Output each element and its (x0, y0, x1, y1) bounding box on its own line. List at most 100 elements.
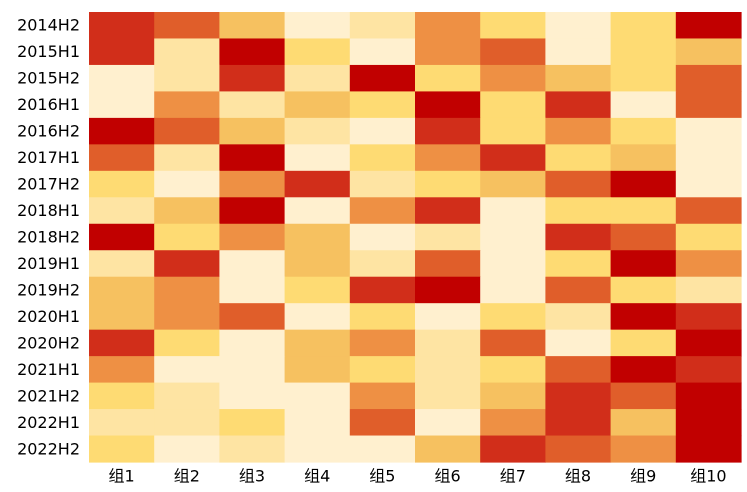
column-label-4: 组4 (304, 467, 330, 486)
heatmap-cell-2018H2-6 (415, 223, 481, 251)
heatmap-cell-2022H1-10 (675, 409, 742, 437)
heatmap-cell-2016H1-10 (675, 91, 742, 119)
heatmap-cell-2022H1-9 (610, 409, 677, 437)
heatmap-cell-2019H2-3 (219, 276, 286, 304)
heatmap-cell-2017H1-3 (219, 144, 286, 172)
heatmap-cell-2017H2-7 (480, 170, 546, 198)
heatmap-cell-2020H1-3 (219, 303, 286, 331)
heatmap-cell-2019H1-2 (154, 250, 220, 278)
row-label-2018H1: 2018H1 (17, 201, 80, 220)
heatmap-cell-2014H2-1 (89, 12, 155, 40)
heatmap-cell-2020H2-8 (545, 329, 612, 357)
heatmap-cell-2022H2-5 (349, 435, 416, 463)
heatmap-cell-2015H2-6 (415, 64, 481, 93)
heatmap-cell-2016H2-6 (415, 117, 481, 145)
heatmap-cell-2017H1-4 (284, 144, 351, 172)
row-label-2020H2: 2020H2 (17, 333, 80, 352)
heatmap-cell-2018H1-4 (284, 197, 351, 225)
heatmap-cell-2020H1-8 (545, 303, 612, 331)
heatmap-cell-2017H1-2 (154, 144, 220, 172)
heatmap-cell-2019H1-10 (675, 250, 742, 278)
heatmap-cell-2021H1-9 (610, 356, 677, 384)
heatmap-cell-2014H2-8 (545, 12, 612, 40)
heatmap-cell-2022H1-8 (545, 409, 612, 437)
heatmap-cell-2015H2-9 (610, 64, 677, 93)
heatmap-cell-2020H1-6 (415, 303, 481, 331)
heatmap-cell-2020H1-5 (349, 303, 416, 331)
heatmap-cell-2015H2-3 (219, 64, 286, 93)
heatmap-cell-2018H2-4 (284, 223, 351, 251)
heatmap-cell-2017H2-6 (415, 170, 481, 198)
heatmap-cell-2017H2-10 (675, 170, 742, 198)
heatmap-cell-2018H2-7 (480, 223, 546, 251)
row-label-2020H1: 2020H1 (17, 307, 80, 326)
heatmap-cell-2019H2-9 (610, 276, 677, 304)
heatmap-cell-2020H1-4 (284, 303, 351, 331)
heatmap-cell-2020H2-9 (610, 329, 677, 357)
heatmap-cell-2021H1-8 (545, 356, 612, 384)
heatmap-cell-2019H2-4 (284, 276, 351, 304)
heatmap-cell-2022H2-8 (545, 435, 612, 463)
heatmap-cell-2020H2-5 (349, 329, 416, 357)
column-label-10: 组10 (690, 467, 726, 486)
heatmap-cell-2021H2-1 (89, 382, 155, 410)
heatmap-cells (89, 12, 742, 463)
heatmap-cell-2020H1-7 (480, 303, 546, 331)
heatmap-cell-2020H1-1 (89, 303, 155, 331)
row-label-2015H2: 2015H2 (17, 69, 80, 88)
row-label-2016H1: 2016H1 (17, 95, 80, 114)
heatmap-cell-2019H1-3 (219, 250, 286, 278)
column-tick-labels: 组1 组2 组3 组4 组5 组6 组7 组8 组9 组10 (109, 467, 727, 486)
heatmap-cell-2019H2-1 (89, 276, 155, 304)
heatmap-cell-2021H1-2 (154, 356, 220, 384)
heatmap-cell-2018H2-8 (545, 223, 612, 251)
heatmap-cell-2017H2-1 (89, 170, 155, 198)
heatmap-cell-2020H2-1 (89, 329, 155, 357)
heatmap-cell-2021H1-4 (284, 356, 351, 384)
heatmap-cell-2021H1-10 (675, 356, 742, 384)
heatmap-cell-2019H2-7 (480, 276, 546, 304)
heatmap-cell-2017H2-2 (154, 170, 220, 198)
row-tick-labels: 2014H2 2015H1 2015H2 2016H1 2016H2 2017H1 2017… (17, 16, 80, 459)
row-label-2016H2: 2016H2 (17, 122, 80, 141)
column-label-9: 组9 (630, 467, 656, 486)
heatmap-cell-2014H2-9 (610, 12, 677, 40)
heatmap-cell-2018H1-1 (89, 197, 155, 225)
heatmap-cell-2016H2-3 (219, 117, 286, 145)
heatmap-cell-2016H1-9 (610, 91, 677, 119)
column-label-6: 组6 (435, 467, 461, 486)
column-label-5: 组5 (369, 467, 395, 486)
heatmap-cell-2022H2-7 (480, 435, 546, 463)
heatmap-cell-2020H2-2 (154, 329, 220, 357)
heatmap-cell-2016H2-4 (284, 117, 351, 145)
heatmap-cell-2021H1-3 (219, 356, 286, 384)
heatmap-cell-2015H2-10 (675, 64, 742, 93)
heatmap-cell-2017H1-5 (349, 144, 416, 172)
heatmap-cell-2018H1-8 (545, 197, 612, 225)
heatmap-cell-2022H2-4 (284, 435, 351, 463)
heatmap-cell-2019H1-6 (415, 250, 481, 278)
heatmap-cell-2014H2-5 (349, 12, 416, 40)
heatmap-cell-2017H2-3 (219, 170, 286, 198)
heatmap-cell-2015H2-4 (284, 64, 351, 93)
heatmap-cell-2017H1-6 (415, 144, 481, 172)
heatmap-cell-2018H2-3 (219, 223, 286, 251)
heatmap-cell-2015H2-2 (154, 64, 220, 93)
heatmap-cell-2018H1-10 (675, 197, 742, 225)
heatmap-cell-2016H1-1 (89, 91, 155, 119)
heatmap-cell-2020H2-4 (284, 329, 351, 357)
heatmap-cell-2021H1-5 (349, 356, 416, 384)
heatmap-cell-2015H1-9 (610, 38, 677, 66)
row-label-2017H1: 2017H1 (17, 148, 80, 167)
heatmap-cell-2015H1-4 (284, 38, 351, 66)
heatmap-cell-2019H2-5 (349, 276, 416, 304)
heatmap-cell-2016H2-9 (610, 117, 677, 145)
heatmap-cell-2015H1-2 (154, 38, 220, 66)
heatmap-cell-2022H2-10 (675, 435, 742, 463)
heatmap-cell-2015H1-6 (415, 38, 481, 66)
heatmap-cell-2022H1-4 (284, 409, 351, 437)
heatmap-cell-2020H1-2 (154, 303, 220, 331)
heatmap-cell-2018H2-10 (675, 223, 742, 251)
heatmap-cell-2022H2-6 (415, 435, 481, 463)
heatmap-cell-2015H2-7 (480, 64, 546, 93)
